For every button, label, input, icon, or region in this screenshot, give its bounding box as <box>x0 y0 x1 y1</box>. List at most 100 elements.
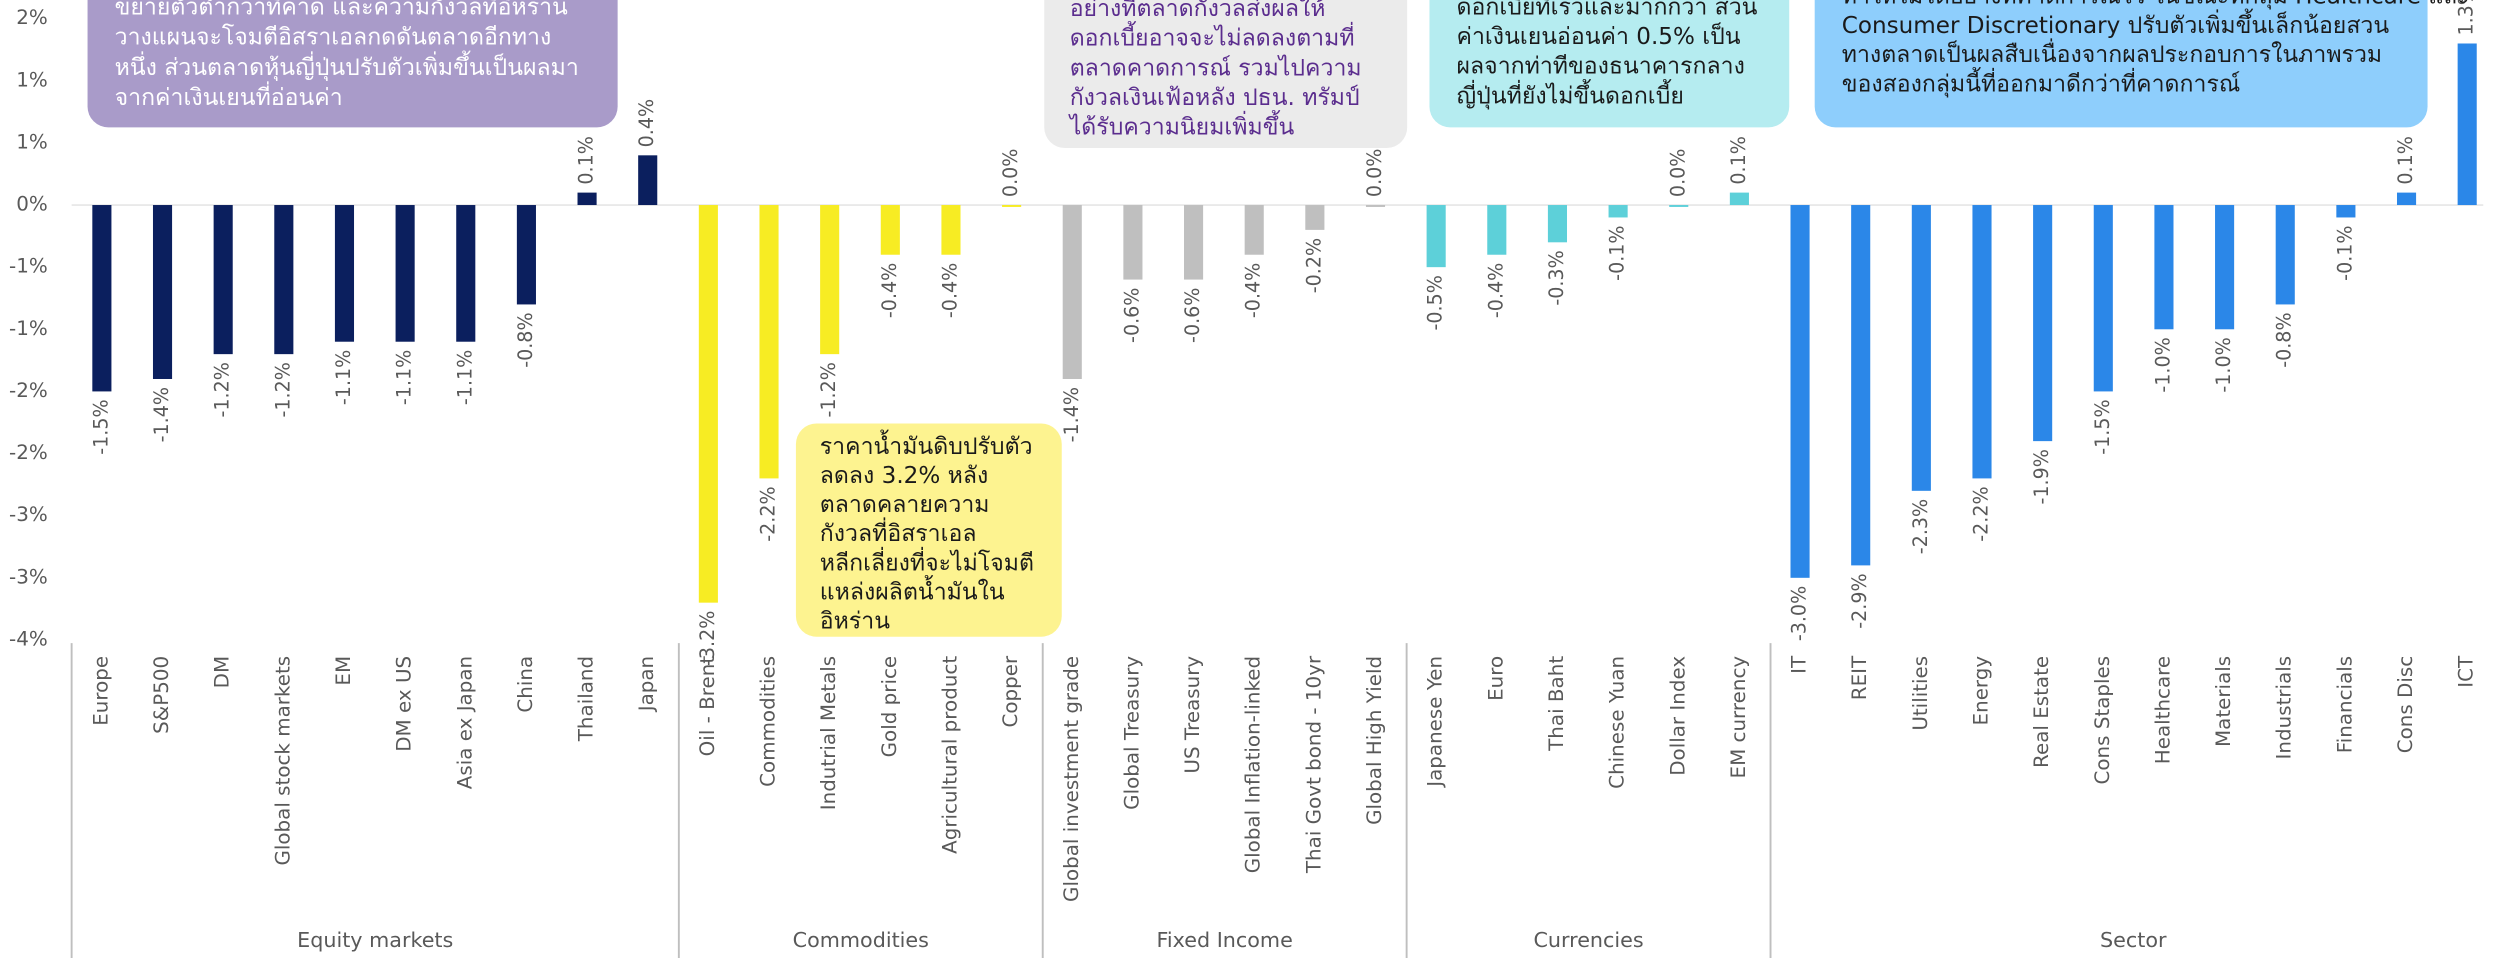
x-tick-label: Global High Yield <box>1363 656 1386 825</box>
bar <box>213 205 233 355</box>
x-tick-label: Europe <box>89 656 112 726</box>
bar <box>1669 205 1689 207</box>
x-tick-label: Euro <box>1484 656 1507 701</box>
annotation-text: Consumer Discretionary ปรับตัวเพิ่มขึ้นเ… <box>1842 8 2390 39</box>
bar <box>698 205 718 603</box>
x-tick-label: Asia ex Japan <box>453 656 476 789</box>
bar <box>274 205 294 355</box>
annotation-text: กังวลที่อิสราเอล <box>820 517 977 547</box>
value-label: 0.1% <box>575 136 598 185</box>
value-label: 0.4% <box>635 99 658 148</box>
bar <box>1547 205 1568 243</box>
value-label: -2.3% <box>1909 499 1932 554</box>
bar <box>941 205 961 255</box>
bar <box>456 205 476 342</box>
value-label: -1.0% <box>2212 337 2235 392</box>
annotation-box <box>1044 0 1408 149</box>
x-tick-label: S&P500 <box>150 656 173 734</box>
x-tick-label: EM currency <box>1727 656 1750 779</box>
value-label: -3.2% <box>696 611 719 666</box>
annotation-text: ตลาดคาดการณ์ รวมไปความ <box>1070 54 1362 81</box>
annotation-text: ญี่ปุ่นที่ยังไม่ขึ้นดอกเบี้ย <box>1457 78 1684 109</box>
y-tick-label: -1% <box>9 255 48 278</box>
x-tick-label: EM <box>332 656 355 686</box>
x-tick-label: Cons Disc <box>2394 656 2417 753</box>
x-tick-label: REIT <box>1848 655 1871 700</box>
bar <box>2215 205 2235 330</box>
y-tick-label: -4% <box>9 627 48 650</box>
annotation-text: อย่างที่ตลาดกังวลส่งผลให้ <box>1070 0 1326 22</box>
bar <box>2093 205 2113 392</box>
x-tick-label: Dollar Index <box>1666 656 1689 776</box>
x-tick-label: Cons Staples <box>2091 656 2114 785</box>
x-tick-label: Thai Baht <box>1545 656 1568 752</box>
value-label: -1.5% <box>89 399 112 454</box>
value-label: 1.3% <box>2455 0 2478 36</box>
x-tick-label: ICT <box>2455 655 2478 688</box>
annotation-text: ขยายตัวต่ำกว่าที่คาด และความกังวลที่อิหร… <box>115 0 568 20</box>
annotation-text: ตลาดคลายความ <box>820 492 990 518</box>
x-tick-label: US Treasury <box>1181 656 1204 774</box>
annotation-text: วางแผนจะโจมตีอิสราเอลกดดันตลาดอีกทาง <box>115 24 552 51</box>
value-label: 0.1% <box>1727 136 1750 185</box>
x-tick-label: IT <box>1788 655 1811 674</box>
value-label: -2.2% <box>757 486 780 541</box>
group-label: Fixed Income <box>1157 928 1293 952</box>
bar <box>2457 43 2477 206</box>
x-tick-label: Global stock markets <box>271 656 294 866</box>
bar <box>2154 205 2174 330</box>
x-tick-label: DM <box>211 656 234 688</box>
group-label: Sector <box>2100 928 2167 952</box>
x-tick-label: Real Estate <box>2030 656 2053 768</box>
bar <box>2033 205 2053 442</box>
y-tick-label: 1% <box>16 130 48 153</box>
bar <box>1972 205 1992 479</box>
value-label: -0.4% <box>878 263 901 318</box>
x-tick-label: Materials <box>2212 656 2235 747</box>
value-label: 0.0% <box>1363 149 1386 198</box>
annotation-text: แหล่งผลิตน้ำมันใน <box>820 574 1005 605</box>
value-label: -0.1% <box>1606 225 1629 280</box>
annotation-text: หลีกเลี่ยงที่จะไม่โจมตี <box>820 546 1034 576</box>
bar <box>2336 205 2356 218</box>
annotation-text: ค่าเงินเยนอ่อนค่า 0.5% เป็น <box>1457 21 1741 50</box>
bar <box>395 205 415 342</box>
bar <box>2396 192 2417 206</box>
annotation-text: ทางตลาดเป็นผลสืบเนื่องจากผลประกอบการในภา… <box>1842 38 2382 68</box>
bar <box>1426 205 1446 268</box>
value-label: -0.2% <box>1302 238 1325 293</box>
value-label: -0.6% <box>1181 288 1204 343</box>
y-tick-label: 2% <box>16 6 48 29</box>
bar <box>1062 205 1082 379</box>
bar <box>1851 205 1871 566</box>
x-tick-label: Indutrial Metals <box>817 656 840 810</box>
annotation-text: ผลจากท่าทีของธนาคารกลาง <box>1457 54 1745 80</box>
bar <box>820 205 840 355</box>
bar <box>638 155 658 206</box>
annotation-text: ทำให้ไม่ได้อย่างที่คาดการณ์ไว้ ในขณะที่ก… <box>1842 0 2470 9</box>
value-label: -0.3% <box>1545 250 1568 305</box>
x-tick-label: Commodities <box>757 656 780 787</box>
bar <box>1729 192 1749 206</box>
annotation-text: หนึ่ง ส่วนตลาดหุ้นญี่ปุ่นปรับตัวเพิ่มขึ้… <box>115 50 579 81</box>
bar <box>880 205 900 255</box>
bar <box>1790 205 1810 578</box>
value-label: -1.9% <box>2030 449 2053 504</box>
x-tick-label: Healthcare <box>2151 656 2174 764</box>
y-tick-label: -2% <box>9 441 48 464</box>
value-label: -1.2% <box>271 362 294 417</box>
bar <box>1123 205 1143 280</box>
value-label: -2.9% <box>1848 573 1871 628</box>
value-label: -0.5% <box>1424 275 1447 330</box>
annotation-text: ดอกเบี้ยที่เร็วและมากกว่า ส่วน <box>1457 0 1758 20</box>
group-label: Commodities <box>793 928 929 952</box>
bar <box>1184 205 1204 280</box>
value-label: -0.4% <box>1242 263 1265 318</box>
annotation-text: อิหร่าน <box>820 609 890 635</box>
value-label: -1.0% <box>2151 337 2174 392</box>
group-label: Currencies <box>1533 928 1643 952</box>
value-label: -3.0% <box>1788 586 1811 641</box>
value-label: -1.1% <box>453 350 476 405</box>
annotation-text: ลดลง 3.2% หลัง <box>820 463 988 489</box>
